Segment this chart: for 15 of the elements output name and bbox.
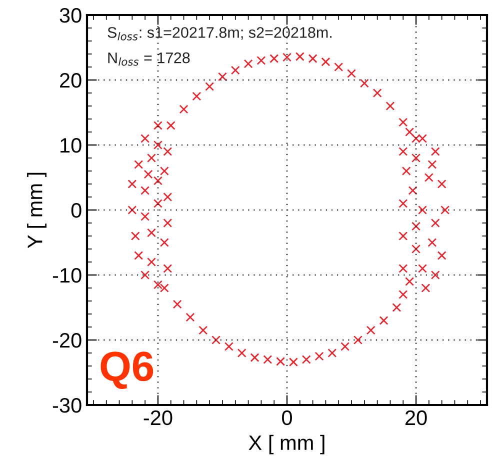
y-tick-label: -30 — [52, 398, 82, 413]
y-tick-label: 30 — [60, 8, 82, 23]
x-tick-label: 20 — [405, 410, 427, 426]
x-tick-label: 0 — [282, 410, 292, 426]
y-axis-title: Y [ mm ] — [27, 172, 46, 248]
y-tick-label: 10 — [60, 138, 82, 153]
y-tick-label: 20 — [60, 73, 82, 88]
x-tick-label: -20 — [144, 410, 172, 426]
y-tick-label: 0 — [71, 203, 82, 218]
annotation: N$_{loss}$ = 1728 — [108, 52, 190, 66]
y-tick-label: -20 — [52, 333, 82, 348]
y-tick-label: -10 — [52, 268, 82, 283]
x-axis-title: X [ mm ] — [248, 434, 324, 454]
annotation: Q6 — [100, 352, 154, 389]
annotation: S$_{loss}$: s1=20217.8m; s2=20218m. — [108, 27, 332, 40]
